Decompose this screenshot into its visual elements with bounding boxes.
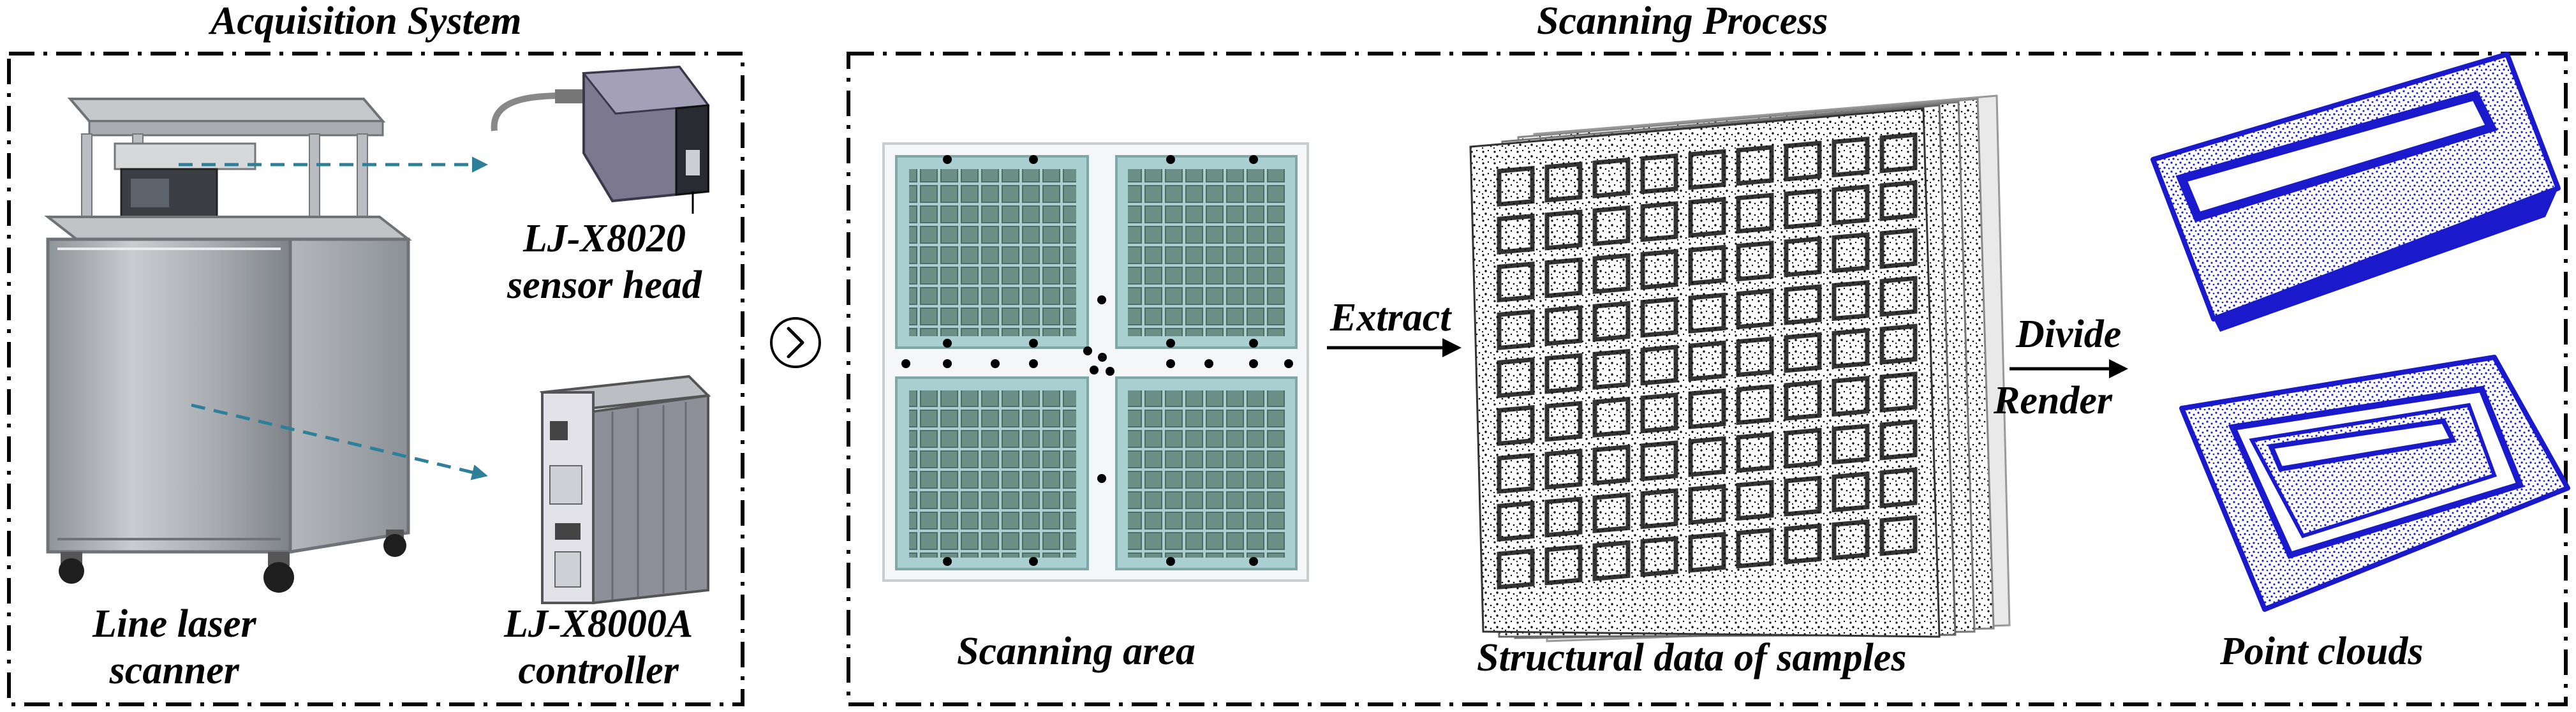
structural-data-illustration	[1469, 94, 2011, 642]
line-laser-scanner-illustration	[44, 98, 412, 593]
scanning-panel-frame	[847, 52, 2568, 706]
next-step-chevron-icon	[770, 317, 821, 368]
sensor-head-label-line1: LJ-X8020	[523, 217, 686, 260]
acquisition-system-title: Acquisition System	[202, 1, 531, 41]
sensor-head-illustration	[491, 65, 710, 214]
acquisition-panel-frame	[7, 52, 744, 706]
controller-illustration	[539, 375, 711, 605]
line-laser-scanner-label-line2: scanner	[109, 649, 239, 693]
scanning-area-label: Scanning area	[957, 630, 1195, 673]
controller-leader-line	[191, 403, 488, 480]
sensor-head-label-line2: sensor head	[507, 263, 702, 308]
sensor-head-label: LJ-X8020 sensor head	[507, 216, 702, 309]
scanning-process-title: Scanning Process	[1528, 1, 1837, 41]
point-cloud-bottom-illustration	[2179, 355, 2570, 612]
extract-label: Extract	[1330, 296, 1451, 339]
controller-label-line1: LJ-X8000A	[504, 602, 693, 646]
divide-label: Divide	[2016, 313, 2122, 356]
line-laser-scanner-label: Line laser scanner	[93, 601, 256, 694]
controller-label: LJ-X8000A controller	[504, 601, 693, 694]
point-clouds-label: Point clouds	[2220, 630, 2424, 673]
controller-label-line2: controller	[518, 649, 679, 693]
structural-data-label: Structural data of samples	[1477, 636, 1907, 679]
line-laser-scanner-label-line1: Line laser	[93, 602, 256, 646]
point-cloud-top-illustration	[2150, 52, 2561, 332]
render-label: Render	[1994, 379, 2112, 422]
scanning-area-illustration	[882, 142, 1309, 582]
